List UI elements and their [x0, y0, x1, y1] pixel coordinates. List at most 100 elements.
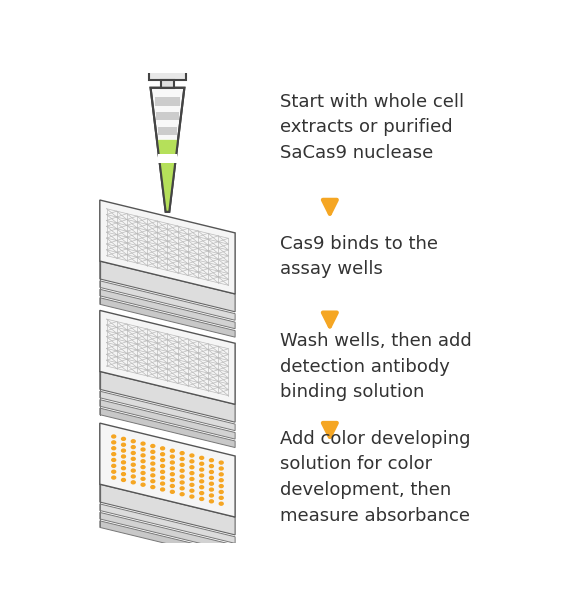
- Ellipse shape: [112, 459, 116, 461]
- Ellipse shape: [112, 441, 116, 444]
- Ellipse shape: [200, 498, 204, 500]
- Bar: [158, 154, 176, 163]
- Ellipse shape: [219, 467, 223, 470]
- Ellipse shape: [219, 490, 223, 493]
- Polygon shape: [100, 281, 235, 320]
- Ellipse shape: [141, 465, 145, 468]
- Ellipse shape: [200, 468, 204, 471]
- Polygon shape: [100, 484, 235, 535]
- Ellipse shape: [171, 455, 175, 458]
- Ellipse shape: [190, 472, 194, 475]
- Ellipse shape: [141, 472, 145, 475]
- Ellipse shape: [132, 463, 135, 466]
- Ellipse shape: [190, 483, 194, 486]
- Ellipse shape: [171, 473, 175, 476]
- Ellipse shape: [122, 437, 126, 440]
- Ellipse shape: [151, 462, 155, 465]
- Polygon shape: [151, 88, 184, 212]
- Ellipse shape: [132, 469, 135, 472]
- Ellipse shape: [171, 484, 175, 487]
- Ellipse shape: [180, 481, 184, 484]
- Ellipse shape: [161, 459, 165, 462]
- Ellipse shape: [161, 476, 165, 479]
- Ellipse shape: [112, 435, 116, 438]
- Text: Wash wells, then add
detection antibody
binding solution: Wash wells, then add detection antibody …: [281, 332, 472, 401]
- Ellipse shape: [200, 492, 204, 495]
- Ellipse shape: [132, 481, 135, 484]
- Ellipse shape: [190, 460, 194, 463]
- Ellipse shape: [180, 451, 184, 454]
- Ellipse shape: [161, 470, 165, 473]
- Ellipse shape: [161, 488, 165, 491]
- Ellipse shape: [200, 474, 204, 477]
- Ellipse shape: [161, 482, 165, 485]
- Polygon shape: [100, 261, 235, 312]
- Ellipse shape: [210, 483, 214, 485]
- Ellipse shape: [161, 453, 165, 456]
- Ellipse shape: [219, 473, 223, 476]
- Ellipse shape: [171, 490, 175, 493]
- Ellipse shape: [210, 494, 214, 497]
- Ellipse shape: [151, 445, 155, 448]
- Bar: [158, 127, 177, 135]
- Ellipse shape: [132, 446, 135, 448]
- Polygon shape: [100, 521, 235, 560]
- Ellipse shape: [112, 447, 116, 450]
- Ellipse shape: [122, 467, 126, 470]
- Polygon shape: [100, 408, 235, 448]
- Ellipse shape: [200, 462, 204, 465]
- Ellipse shape: [132, 440, 135, 443]
- Ellipse shape: [112, 453, 116, 456]
- Ellipse shape: [180, 487, 184, 490]
- Ellipse shape: [180, 458, 184, 461]
- Ellipse shape: [122, 455, 126, 458]
- Bar: [157, 112, 179, 120]
- Ellipse shape: [190, 466, 194, 468]
- Polygon shape: [100, 289, 235, 329]
- Polygon shape: [100, 200, 235, 294]
- Bar: [155, 97, 180, 106]
- Ellipse shape: [132, 475, 135, 478]
- Polygon shape: [100, 391, 235, 431]
- Bar: [149, 70, 186, 81]
- Polygon shape: [100, 310, 235, 404]
- Ellipse shape: [180, 475, 184, 478]
- Ellipse shape: [210, 476, 214, 479]
- Ellipse shape: [171, 461, 175, 464]
- Ellipse shape: [151, 456, 155, 459]
- Ellipse shape: [112, 470, 116, 473]
- Ellipse shape: [141, 454, 145, 457]
- Ellipse shape: [122, 478, 126, 481]
- Ellipse shape: [132, 458, 135, 461]
- Ellipse shape: [210, 500, 214, 503]
- Ellipse shape: [200, 480, 204, 483]
- Ellipse shape: [210, 459, 214, 462]
- Ellipse shape: [132, 451, 135, 454]
- Ellipse shape: [122, 473, 126, 476]
- Ellipse shape: [141, 460, 145, 463]
- Ellipse shape: [171, 479, 175, 481]
- Ellipse shape: [190, 478, 194, 481]
- Ellipse shape: [219, 484, 223, 487]
- Ellipse shape: [210, 470, 214, 473]
- Polygon shape: [100, 298, 235, 337]
- Ellipse shape: [141, 483, 145, 486]
- Ellipse shape: [180, 469, 184, 472]
- Bar: [161, 81, 174, 88]
- Text: Start with whole cell
extracts or purified
SaCas9 nuclease: Start with whole cell extracts or purifi…: [281, 93, 464, 162]
- Ellipse shape: [180, 464, 184, 466]
- Ellipse shape: [219, 502, 223, 505]
- Ellipse shape: [161, 464, 165, 467]
- Ellipse shape: [210, 488, 214, 491]
- Ellipse shape: [180, 493, 184, 496]
- Ellipse shape: [219, 479, 223, 482]
- Ellipse shape: [141, 448, 145, 451]
- Polygon shape: [100, 423, 235, 517]
- Ellipse shape: [112, 464, 116, 467]
- Text: Add color developing
solution for color
development, then
measure absorbance: Add color developing solution for color …: [281, 429, 471, 525]
- Ellipse shape: [151, 486, 155, 489]
- Polygon shape: [100, 504, 235, 544]
- Ellipse shape: [112, 476, 116, 479]
- Ellipse shape: [200, 486, 204, 489]
- Ellipse shape: [122, 443, 126, 446]
